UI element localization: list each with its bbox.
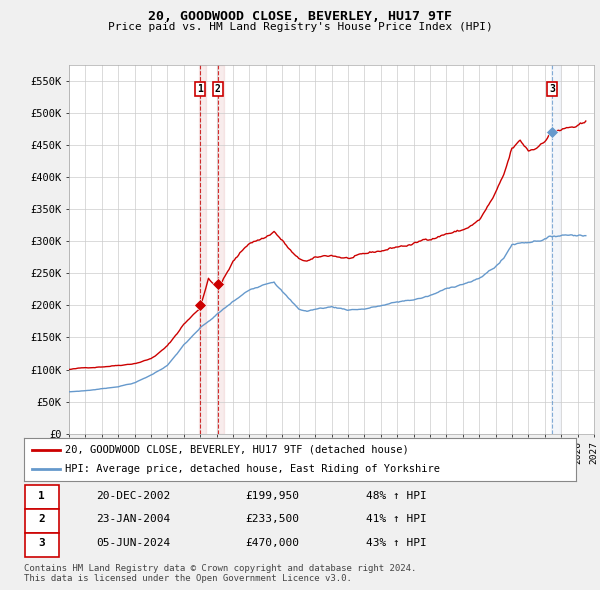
- Text: 2: 2: [38, 514, 45, 525]
- Text: 20, GOODWOOD CLOSE, BEVERLEY, HU17 9TF: 20, GOODWOOD CLOSE, BEVERLEY, HU17 9TF: [148, 10, 452, 23]
- Text: 23-JAN-2004: 23-JAN-2004: [96, 514, 170, 525]
- Text: 43% ↑ HPI: 43% ↑ HPI: [366, 539, 427, 548]
- FancyBboxPatch shape: [25, 509, 59, 533]
- Text: Price paid vs. HM Land Registry's House Price Index (HPI): Price paid vs. HM Land Registry's House …: [107, 22, 493, 32]
- Bar: [217, 65, 224, 434]
- Text: 20, GOODWOOD CLOSE, BEVERLEY, HU17 9TF (detached house): 20, GOODWOOD CLOSE, BEVERLEY, HU17 9TF (…: [65, 445, 409, 455]
- Text: 2: 2: [215, 84, 221, 94]
- Text: 1: 1: [197, 84, 203, 94]
- Bar: [199, 65, 206, 434]
- Text: 1: 1: [38, 491, 45, 500]
- Text: £233,500: £233,500: [245, 514, 299, 525]
- Text: 05-JUN-2024: 05-JUN-2024: [96, 539, 170, 548]
- Text: HPI: Average price, detached house, East Riding of Yorkshire: HPI: Average price, detached house, East…: [65, 464, 440, 474]
- Text: 3: 3: [549, 84, 555, 94]
- Text: 20-DEC-2002: 20-DEC-2002: [96, 491, 170, 500]
- Text: Contains HM Land Registry data © Crown copyright and database right 2024.
This d: Contains HM Land Registry data © Crown c…: [24, 564, 416, 584]
- Text: 48% ↑ HPI: 48% ↑ HPI: [366, 491, 427, 500]
- Text: £470,000: £470,000: [245, 539, 299, 548]
- Text: 41% ↑ HPI: 41% ↑ HPI: [366, 514, 427, 525]
- FancyBboxPatch shape: [25, 485, 59, 509]
- Text: £199,950: £199,950: [245, 491, 299, 500]
- FancyBboxPatch shape: [25, 533, 59, 557]
- Text: 3: 3: [38, 539, 45, 548]
- Bar: [551, 65, 560, 434]
